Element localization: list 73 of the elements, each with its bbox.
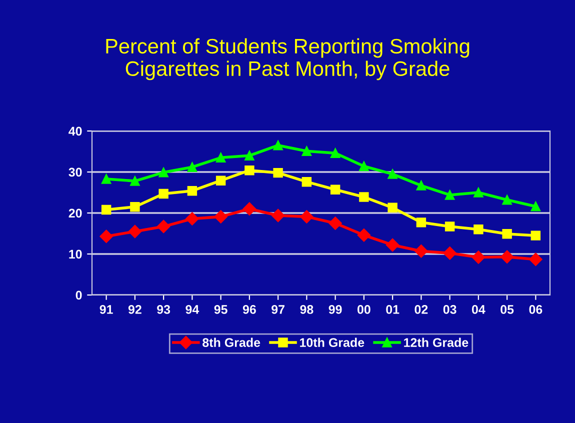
y-tick-label: 20: [68, 208, 82, 218]
point: [302, 146, 312, 156]
point: [328, 216, 342, 230]
point: [330, 184, 340, 194]
point: [502, 229, 512, 239]
x-tick-label: 94: [186, 305, 200, 314]
legend-label: 10th Grade: [300, 338, 364, 347]
point: [128, 224, 142, 238]
point: [300, 210, 314, 224]
point: [244, 150, 254, 160]
point: [186, 212, 199, 226]
y-tick-label: 40: [68, 126, 82, 136]
point: [158, 168, 168, 178]
y-tick-label: 30: [68, 168, 82, 177]
x-tick-label: 01: [386, 305, 400, 314]
point: [416, 180, 426, 190]
point: [472, 250, 486, 264]
point: [216, 176, 226, 186]
point: [474, 224, 484, 234]
x-tick-label: 05: [500, 305, 514, 314]
point: [474, 188, 484, 198]
x-tick-label: 98: [300, 305, 314, 314]
point: [530, 202, 541, 212]
point: [216, 152, 226, 163]
point: [386, 238, 400, 252]
legend-label: 12th Grade: [404, 338, 468, 347]
y-tick-label: 10: [69, 250, 82, 259]
point: [359, 161, 369, 172]
x-tick-label: 96: [242, 305, 256, 314]
point: [158, 188, 168, 199]
x-tick-label: 93: [157, 305, 170, 314]
point: [273, 140, 283, 150]
x-tick-label: 04: [472, 305, 486, 314]
point: [357, 228, 371, 242]
point: [502, 195, 512, 205]
x-tick-label: 02: [414, 305, 428, 314]
point: [443, 246, 456, 260]
point: [156, 220, 170, 234]
point: [388, 169, 398, 179]
point: [444, 222, 455, 232]
legend-label: 8th Grade: [202, 338, 260, 347]
x-tick-label: 91: [100, 305, 113, 314]
point: [330, 148, 340, 158]
point: [187, 186, 198, 196]
point: [359, 192, 369, 202]
point: [416, 218, 426, 228]
point: [101, 204, 112, 215]
point: [187, 162, 198, 172]
y-tick-label: 0: [76, 290, 82, 300]
point: [101, 174, 112, 184]
point: [414, 244, 428, 258]
point: [302, 176, 312, 187]
x-tick-label: 95: [214, 305, 228, 314]
point: [273, 168, 283, 178]
point: [130, 176, 140, 186]
point: [388, 202, 398, 213]
x-tick-label: 06: [529, 305, 542, 314]
point: [100, 230, 113, 243]
point: [242, 202, 256, 216]
point: [530, 230, 541, 240]
x-tick-label: 03: [443, 305, 456, 314]
chart-title: Percent of Students Reporting Smoking Cigarettes in Past Month, by Grade: [106, 38, 470, 80]
point: [271, 208, 285, 222]
point: [500, 250, 514, 264]
point: [529, 252, 542, 266]
x-tick-label: 97: [272, 305, 284, 314]
x-tick-label: 00: [357, 305, 370, 314]
point: [214, 210, 228, 224]
x-tick-label: 99: [328, 305, 342, 314]
point: [244, 166, 254, 176]
point: [444, 190, 455, 200]
x-tick-label: 92: [128, 305, 142, 314]
point: [130, 202, 140, 212]
